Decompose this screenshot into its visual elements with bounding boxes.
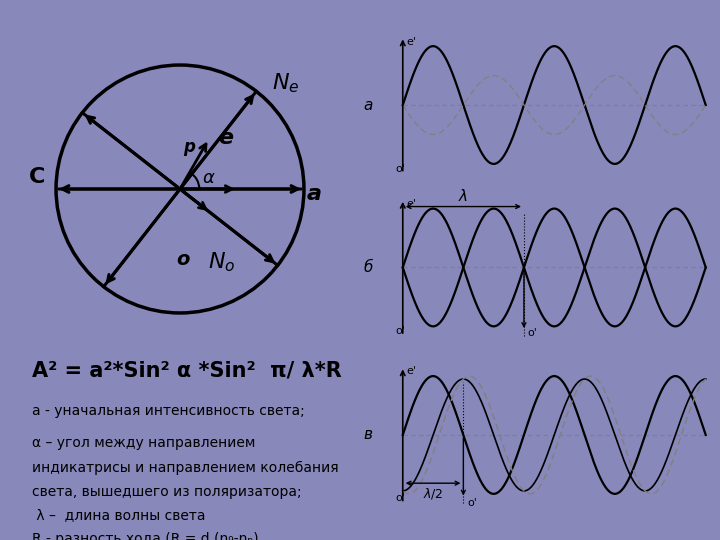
Text: o': o': [467, 498, 477, 508]
Text: λ –  длина волны света: λ – длина волны света: [32, 508, 206, 522]
Text: $N_o$: $N_o$: [207, 251, 235, 274]
Text: o': o': [396, 326, 405, 336]
Text: R - разность хода (R = d (n₉-nₚ): R - разность хода (R = d (n₉-nₚ): [32, 532, 259, 540]
Text: a: a: [307, 184, 322, 204]
Text: a: a: [364, 98, 373, 112]
Text: $\lambda$: $\lambda$: [459, 188, 469, 204]
Text: индикатрисы и направлением колебания: индикатрисы и направлением колебания: [32, 461, 339, 475]
Text: б: б: [364, 260, 373, 275]
Text: e': e': [406, 367, 416, 376]
Text: o: o: [176, 250, 189, 269]
Text: α – угол между направлением: α – угол между направлением: [32, 436, 256, 450]
Text: A² = a²*Sin² α *Sin²  π/ λ*R: A² = a²*Sin² α *Sin² π/ λ*R: [32, 361, 342, 381]
Text: o': o': [396, 164, 405, 173]
Text: o': o': [396, 494, 405, 503]
Text: a - уначальная интенсивность света;: a - уначальная интенсивность света;: [32, 404, 305, 418]
Text: e': e': [406, 199, 416, 209]
Text: e': e': [406, 37, 416, 46]
Text: p: p: [183, 138, 194, 156]
Text: e: e: [219, 127, 234, 147]
Text: o': o': [528, 328, 537, 338]
Text: в: в: [364, 428, 372, 442]
Text: света, вышедшего из поляризатора;: света, вышедшего из поляризатора;: [32, 485, 302, 499]
Text: C: C: [29, 167, 45, 187]
Text: $\lambda/2$: $\lambda/2$: [423, 486, 444, 501]
Text: $\alpha$: $\alpha$: [202, 170, 216, 187]
Text: $N_e$: $N_e$: [272, 72, 300, 96]
